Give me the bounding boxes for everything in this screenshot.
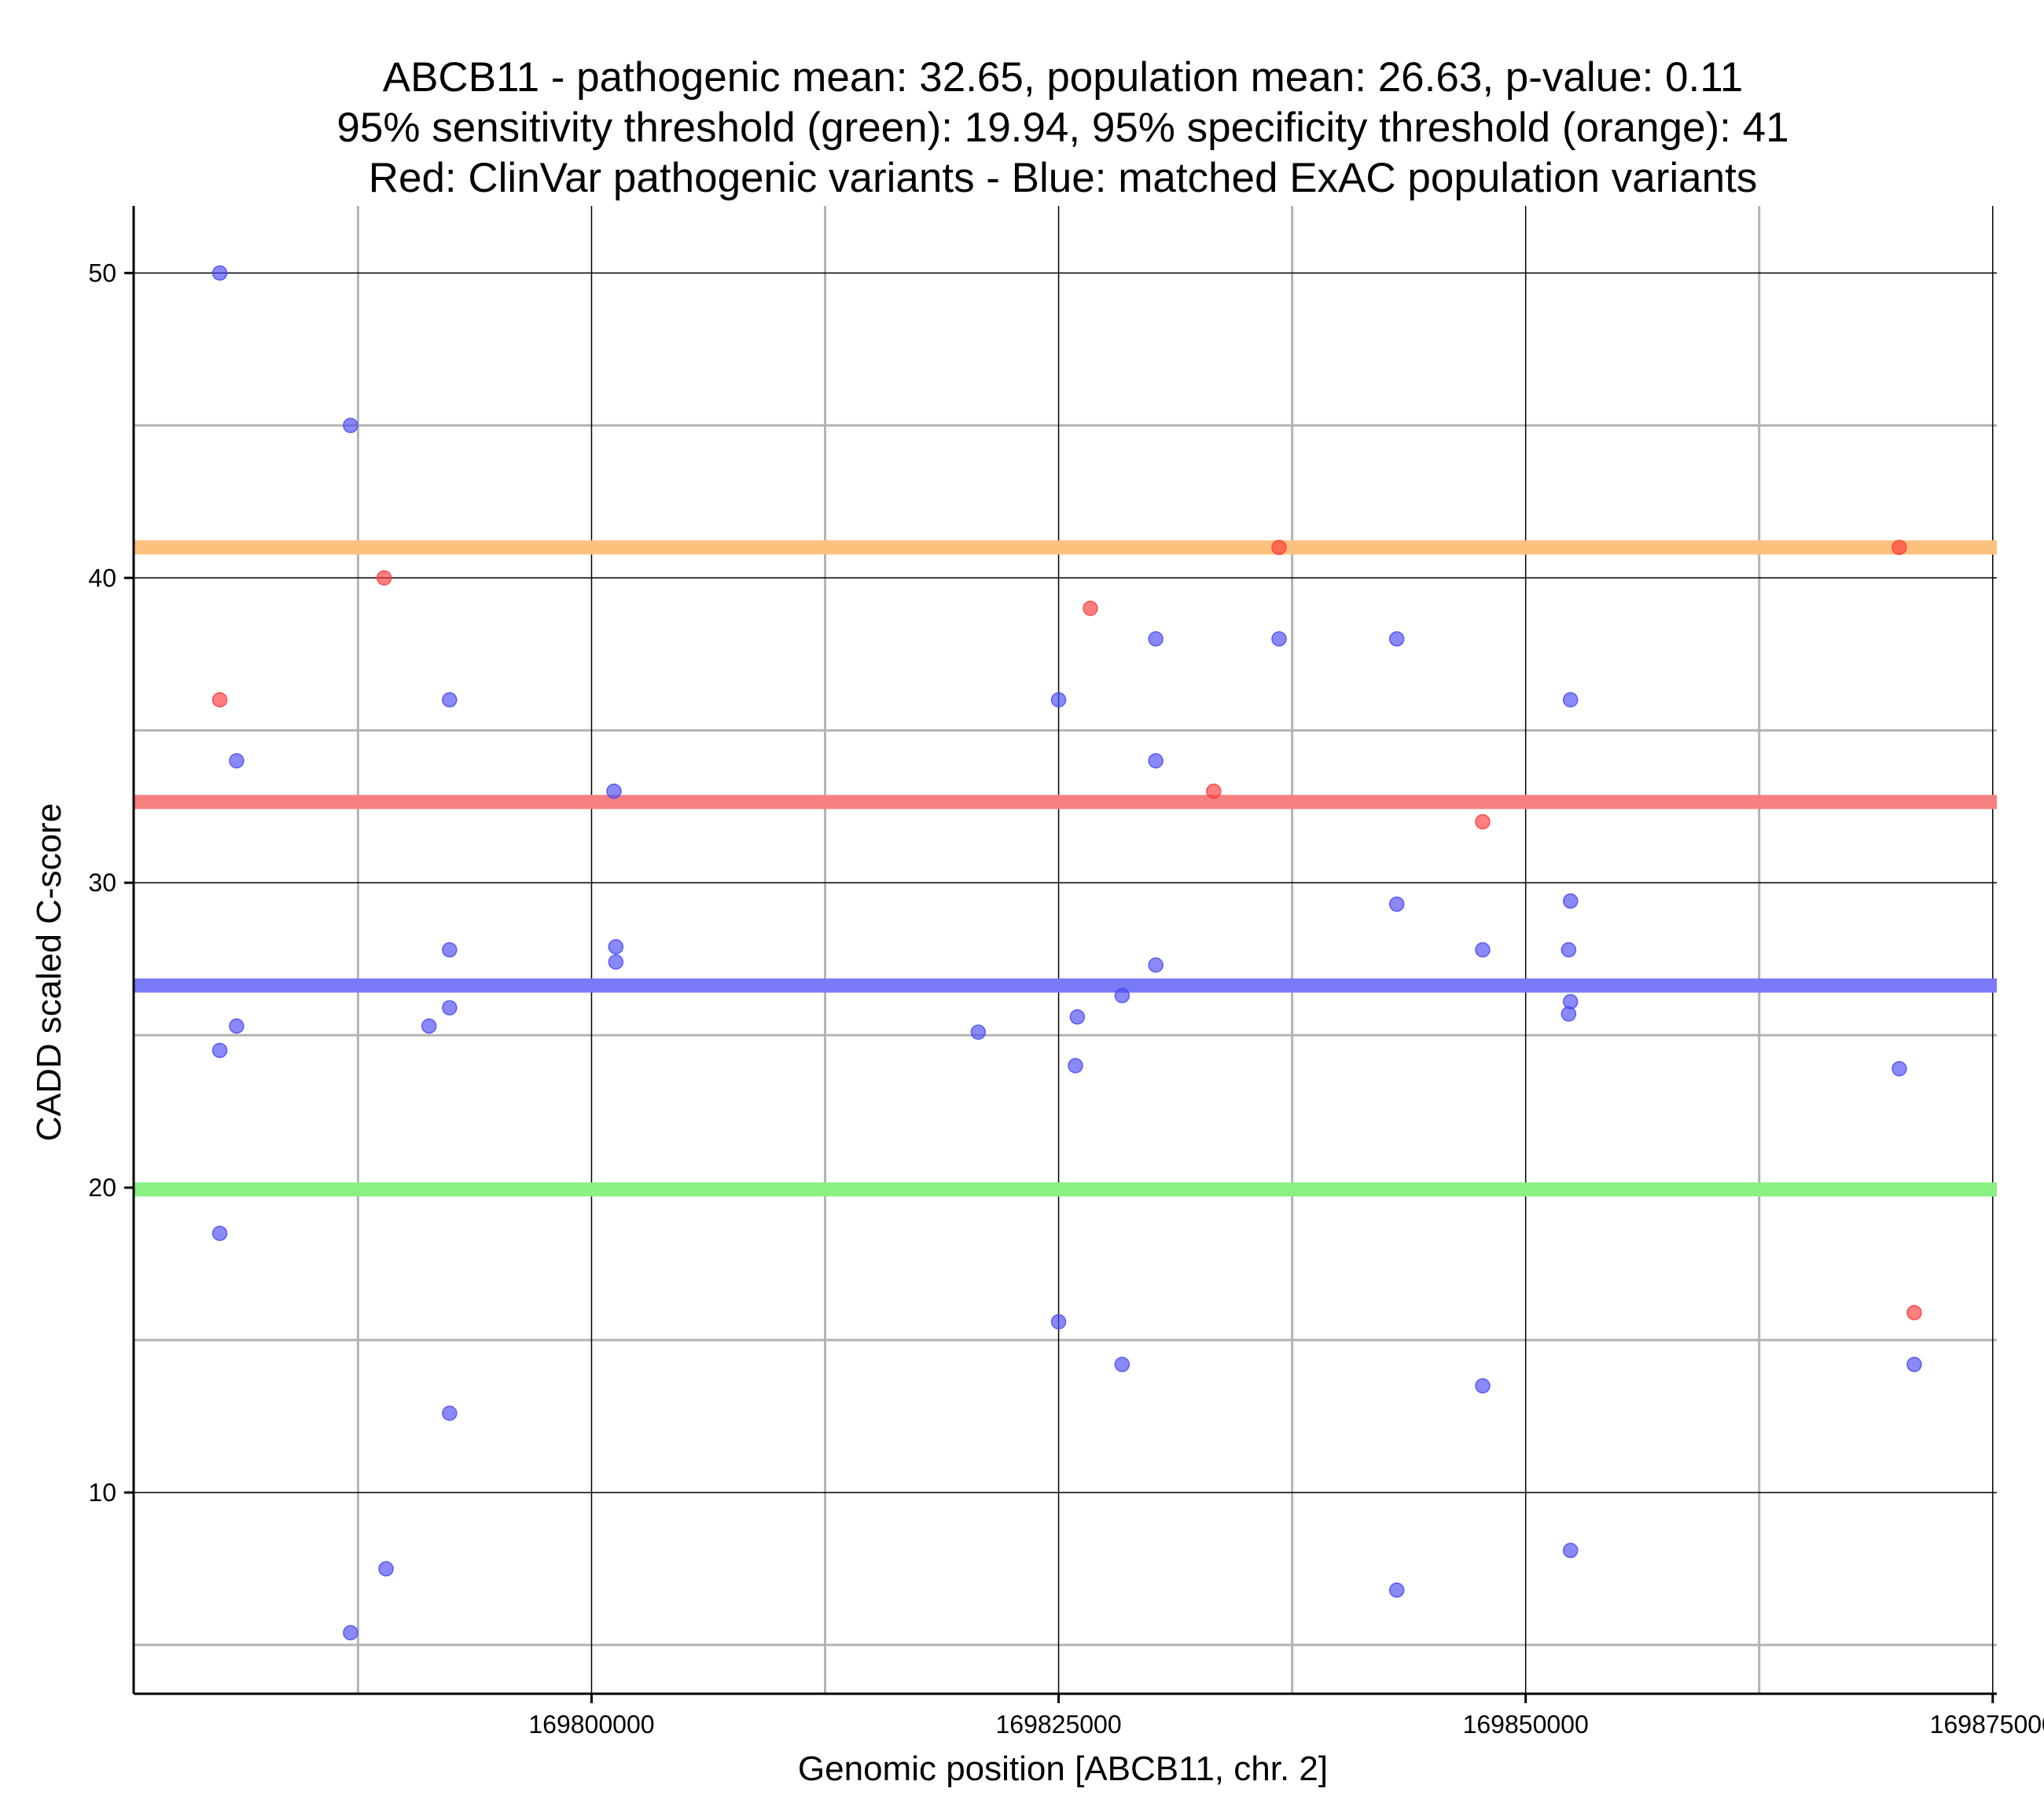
point-s1-3 bbox=[211, 1225, 228, 1242]
point-s1-17 bbox=[1050, 692, 1067, 708]
point-s1-29 bbox=[1388, 1582, 1405, 1598]
point-s1-39 bbox=[1906, 1357, 1922, 1372]
x-tick-label-3: 169875000 bbox=[1930, 1710, 2044, 1739]
title-line-3: Red: ClinVar pathogenic variants - Blue:… bbox=[369, 155, 1758, 201]
axes bbox=[132, 206, 1997, 1695]
point-s1-34 bbox=[1561, 942, 1577, 958]
point-s1-15 bbox=[608, 954, 624, 970]
point-s1-37 bbox=[1562, 1542, 1579, 1559]
point-s1-7 bbox=[378, 1561, 394, 1577]
y-tick-label-0: 10 bbox=[88, 1478, 116, 1507]
point-s1-19 bbox=[1069, 1009, 1086, 1025]
y-tick-label-4: 50 bbox=[88, 259, 116, 287]
y-tick-label-3: 40 bbox=[88, 564, 116, 592]
point-s1-18 bbox=[1050, 1314, 1067, 1330]
title-line-2: 95% sensitivity threshold (green): 19.94… bbox=[336, 105, 1788, 151]
point-s1-9 bbox=[442, 942, 458, 958]
point-s1-21 bbox=[1114, 987, 1130, 1004]
x-tick-label-1: 169825000 bbox=[995, 1710, 1121, 1739]
point-s1-32 bbox=[1562, 692, 1579, 708]
x-axis-label: Genomic position [ABCB11, chr. 2] bbox=[798, 1750, 1328, 1788]
point-s1-23 bbox=[1148, 631, 1164, 647]
point-s1-1 bbox=[343, 417, 358, 434]
y-tick-label-1: 20 bbox=[88, 1173, 116, 1202]
point-s1-27 bbox=[1388, 631, 1405, 647]
point-s1-0 bbox=[211, 265, 228, 281]
point-s1-16 bbox=[970, 1024, 987, 1040]
point-s1-30 bbox=[1475, 942, 1491, 958]
point-s1-25 bbox=[1148, 957, 1164, 973]
y-tick-label-2: 30 bbox=[88, 868, 116, 897]
point-s1-22 bbox=[1114, 1357, 1130, 1372]
point-s0-3 bbox=[1206, 784, 1222, 799]
point-s1-2 bbox=[211, 1042, 228, 1059]
point-s1-31 bbox=[1475, 1378, 1491, 1394]
data-points bbox=[211, 265, 1922, 1641]
point-s1-28 bbox=[1388, 896, 1405, 913]
x-tick-label-2: 169850000 bbox=[1463, 1710, 1589, 1739]
title-line-1: ABCB11 - pathogenic mean: 32.65, populat… bbox=[383, 54, 1744, 101]
major-grid bbox=[134, 206, 1997, 1694]
point-s0-1 bbox=[376, 570, 392, 586]
point-s0-0 bbox=[211, 692, 228, 708]
point-s1-26 bbox=[1271, 631, 1287, 647]
point-s1-12 bbox=[421, 1018, 437, 1034]
minor-grid bbox=[134, 206, 1997, 1694]
y-axis-ticks: 10 20 30 40 50 bbox=[88, 259, 134, 1507]
point-s1-5 bbox=[229, 1018, 244, 1034]
point-s0-7 bbox=[1906, 1305, 1922, 1320]
point-s0-4 bbox=[1271, 539, 1287, 556]
threshold-lines bbox=[134, 540, 1997, 1197]
point-s1-20 bbox=[1068, 1058, 1083, 1074]
point-s1-10 bbox=[442, 1000, 458, 1015]
y-axis-label: CADD scaled C-score bbox=[30, 803, 68, 1141]
x-tick-label-0: 169800000 bbox=[528, 1710, 654, 1739]
point-s1-8 bbox=[442, 692, 458, 708]
point-s1-6 bbox=[343, 1625, 358, 1641]
point-s1-33 bbox=[1562, 893, 1579, 909]
point-s1-4 bbox=[229, 753, 244, 769]
point-s1-38 bbox=[1891, 1061, 1907, 1077]
point-s0-5 bbox=[1475, 813, 1491, 830]
point-s0-6 bbox=[1891, 539, 1907, 556]
point-s1-11 bbox=[442, 1405, 458, 1421]
point-s1-14 bbox=[608, 938, 624, 955]
point-s0-2 bbox=[1083, 600, 1098, 616]
x-axis-ticks: 169800000 169825000 169850000 169875000 bbox=[528, 1694, 2044, 1739]
point-s1-36 bbox=[1561, 1006, 1577, 1022]
point-s1-13 bbox=[606, 784, 622, 799]
point-s1-24 bbox=[1148, 753, 1164, 769]
chart-title: ABCB11 - pathogenic mean: 32.65, populat… bbox=[336, 54, 1788, 201]
